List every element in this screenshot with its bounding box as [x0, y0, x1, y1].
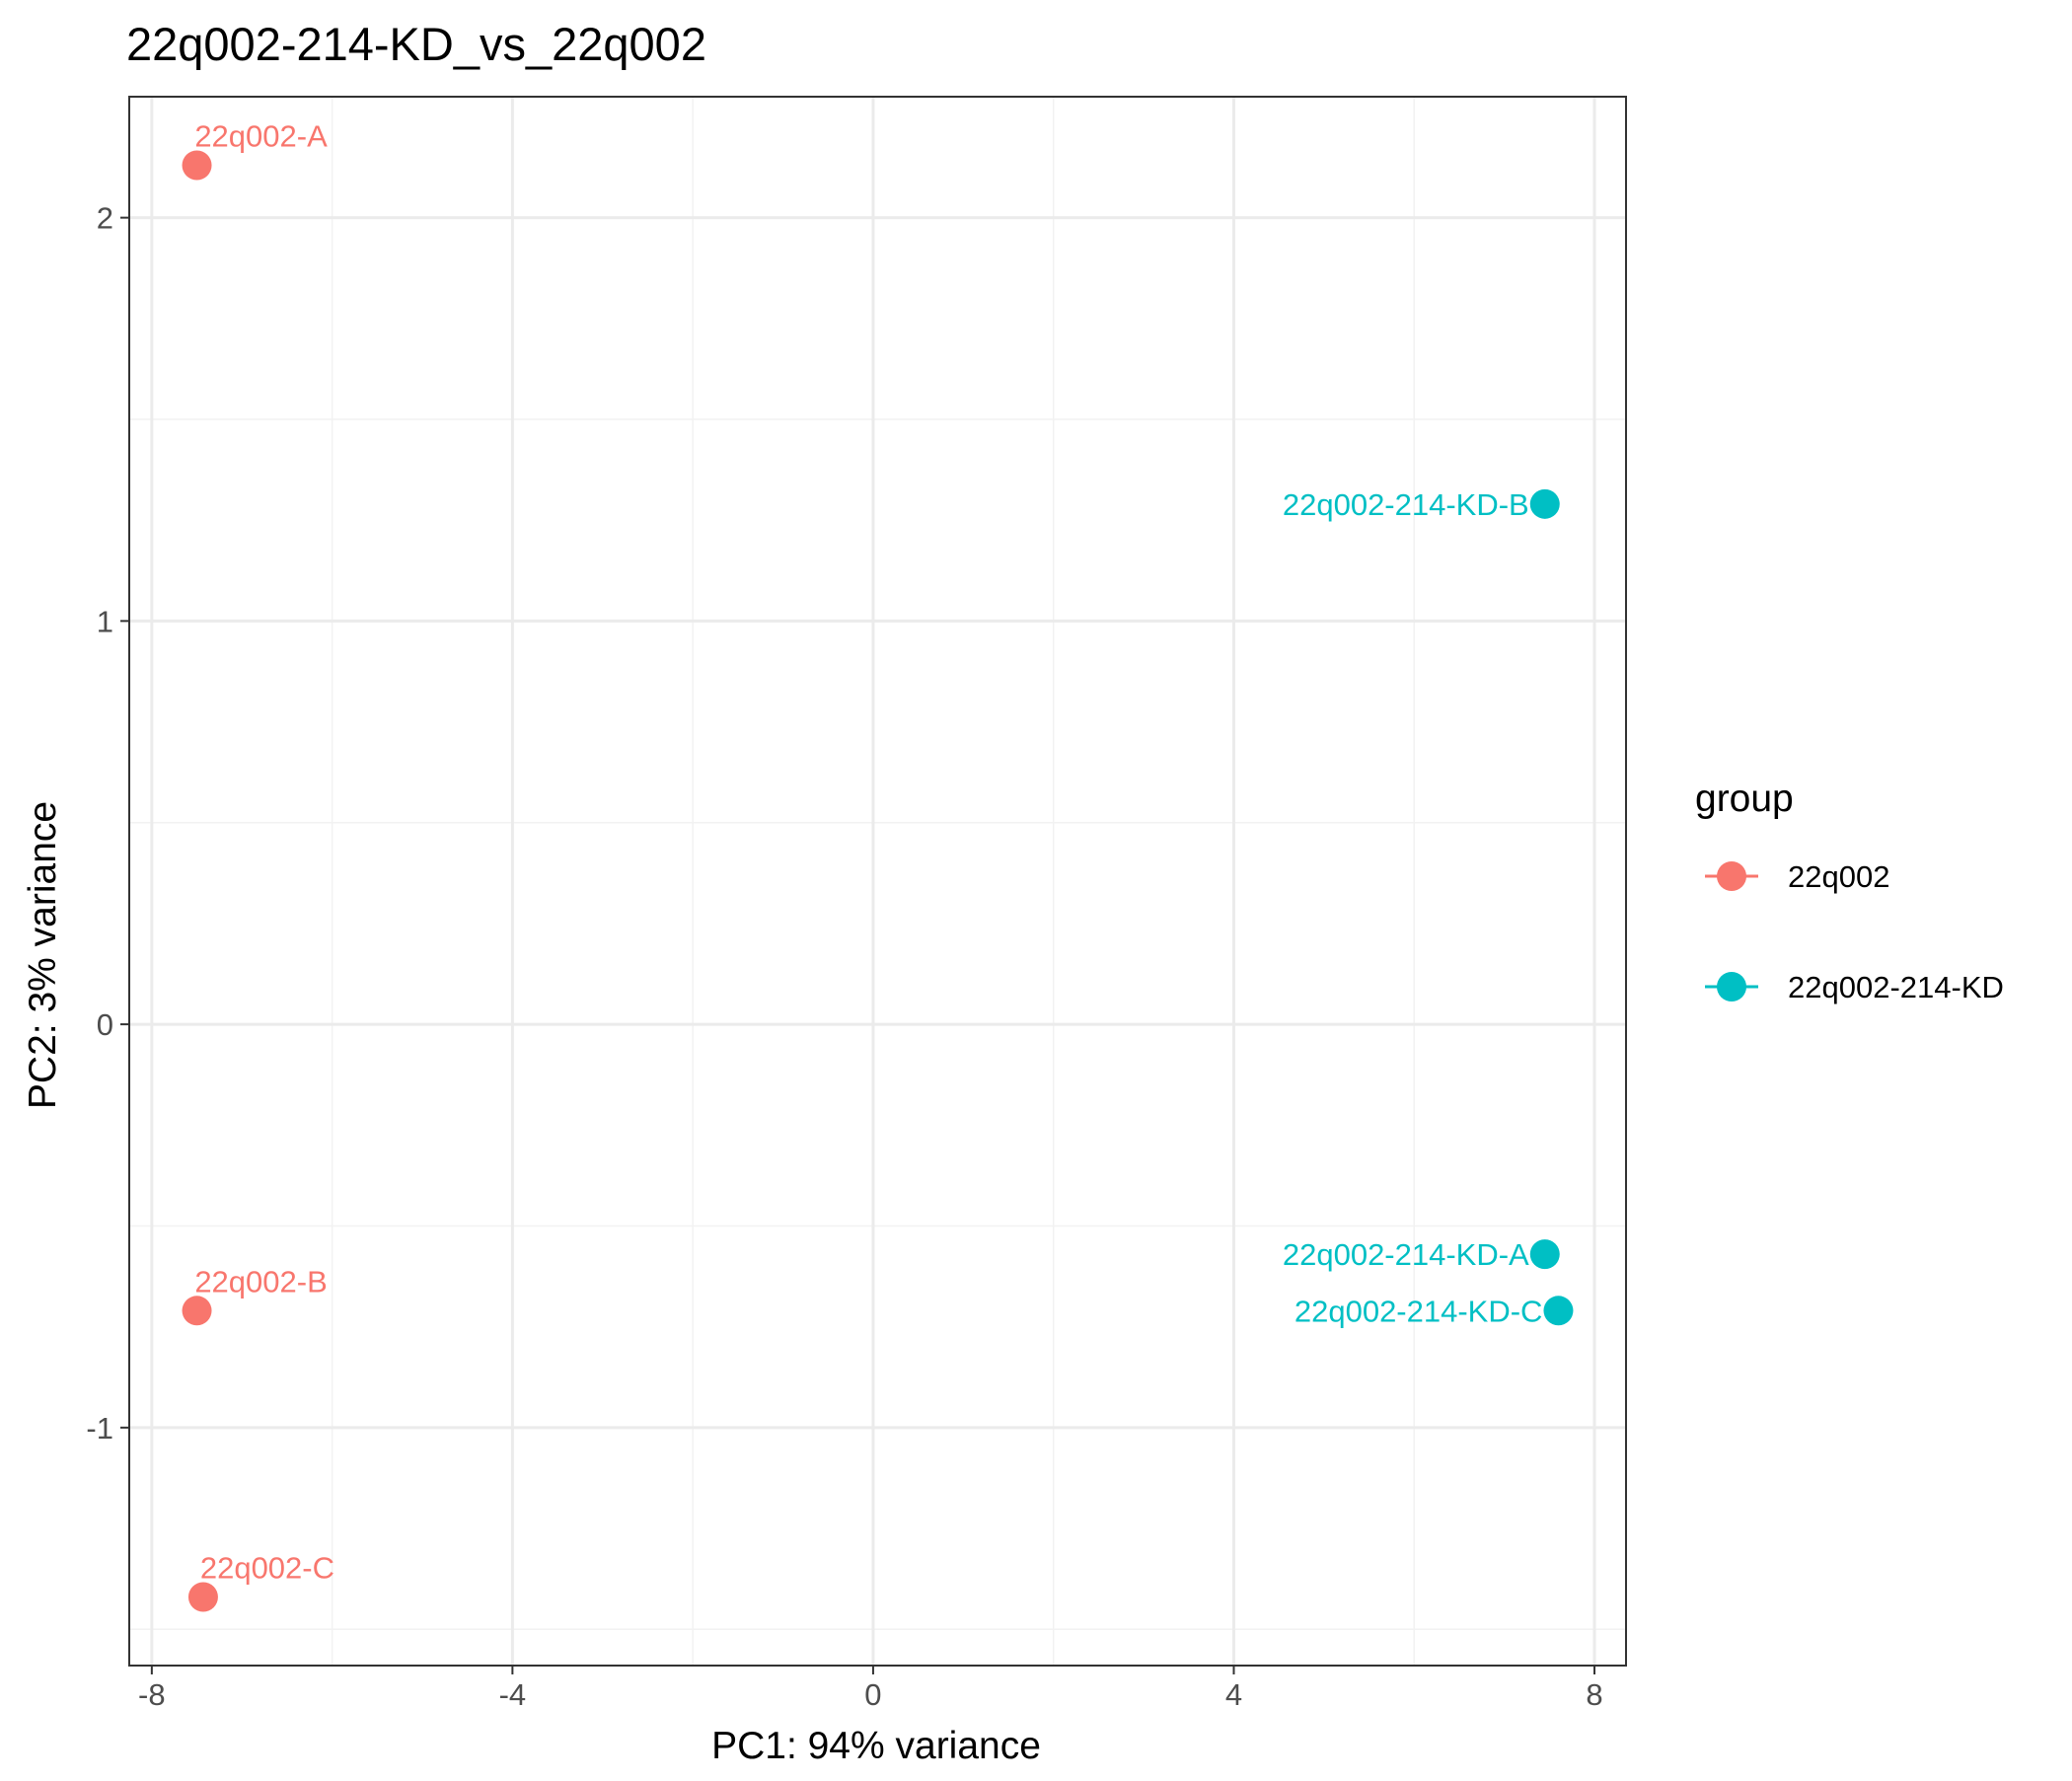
x-axis-title: PC1: 94% variance: [711, 1725, 1041, 1767]
data-point: [1529, 488, 1560, 519]
plot-panel: [129, 97, 1626, 1666]
y-tick-label: 0: [97, 1007, 113, 1042]
legend-label: 22q002: [1788, 859, 1889, 894]
y-tick-label: -1: [86, 1411, 113, 1446]
point-label: 22q002-B: [194, 1264, 327, 1299]
y-tick-label: 2: [97, 201, 113, 236]
data-point: [187, 1582, 218, 1612]
x-tick-label: -8: [138, 1677, 166, 1712]
data-point: [1543, 1296, 1574, 1326]
legend-key-point: [1717, 972, 1746, 1002]
panel-border: [128, 96, 1627, 1667]
data-point: [182, 150, 212, 181]
chart-title: 22q002-214-KD_vs_22q002: [126, 18, 706, 70]
x-tick-label: 8: [1586, 1677, 1602, 1712]
data-point: [1529, 1239, 1560, 1270]
axes: -8 -4 0 4 8 -1 0 1 2: [86, 201, 1602, 1712]
point-label: 22q002-A: [194, 118, 328, 153]
y-tick-label: 1: [97, 604, 113, 638]
x-tick-label: 4: [1225, 1677, 1242, 1712]
point-label: 22q002-C: [200, 1551, 334, 1586]
legend-key-point: [1717, 861, 1746, 891]
legend: group 22q002 22q002-214-KD: [1695, 778, 2004, 1004]
legend-label: 22q002-214-KD: [1788, 970, 2004, 1004]
x-tick-label: -4: [499, 1677, 527, 1712]
grid-lines: [129, 97, 1626, 1666]
point-label: 22q002-214-KD-B: [1283, 487, 1529, 522]
point-label: 22q002-214-KD-C: [1295, 1294, 1543, 1328]
legend-title: group: [1695, 778, 1794, 820]
data-point: [182, 1296, 212, 1326]
panel-background: [129, 97, 1626, 1666]
x-tick-label: 0: [864, 1677, 881, 1712]
data-points: 22q002-A 22q002-B 22q002-C 22q002-214-KD-B 2…: [182, 118, 1574, 1612]
point-label: 22q002-214-KD-A: [1283, 1237, 1529, 1272]
y-axis-title: PC2: 3% variance: [22, 801, 64, 1109]
